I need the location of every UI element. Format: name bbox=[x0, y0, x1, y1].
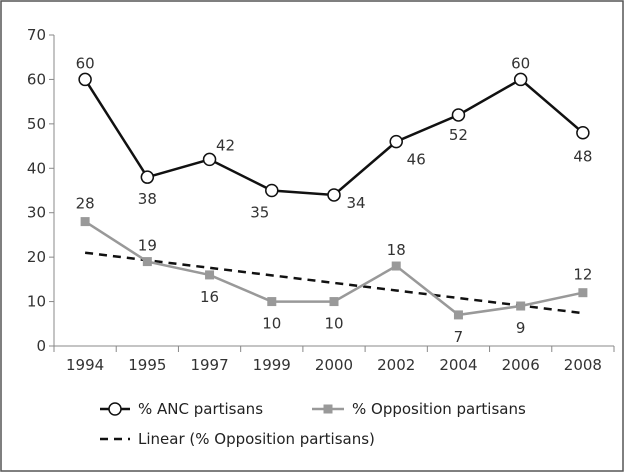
anc-data-label: 46 bbox=[407, 151, 426, 169]
anc-data-label: 60 bbox=[511, 54, 530, 72]
opposition-point bbox=[80, 217, 90, 227]
opposition-point bbox=[267, 297, 277, 307]
x-tick-label: 2004 bbox=[439, 356, 477, 374]
y-tick-label: 40 bbox=[27, 159, 46, 177]
opposition-point bbox=[205, 270, 215, 280]
anc-data-label: 38 bbox=[138, 190, 157, 208]
opposition-data-label: 28 bbox=[76, 195, 95, 213]
anc-point bbox=[327, 188, 341, 202]
opposition-point bbox=[453, 310, 463, 320]
x-tick-label: 1994 bbox=[66, 356, 104, 374]
legend-opposition-marker bbox=[323, 404, 333, 414]
opposition-data-label: 9 bbox=[516, 319, 526, 337]
x-tick-label: 1995 bbox=[128, 356, 166, 374]
x-tick-label: 1999 bbox=[253, 356, 291, 374]
opposition-data-label: 18 bbox=[387, 241, 406, 259]
anc-point bbox=[265, 183, 279, 198]
opposition-data-label: 10 bbox=[324, 315, 343, 333]
anc-point bbox=[451, 108, 466, 122]
anc-point bbox=[202, 152, 217, 167]
opposition-data-label: 16 bbox=[200, 288, 219, 306]
opposition-point bbox=[391, 261, 401, 271]
legend: % ANC partisans % Opposition partisans Lin… bbox=[100, 400, 526, 448]
x-tick-label: 1997 bbox=[190, 356, 228, 374]
opposition-data-label: 19 bbox=[138, 237, 157, 255]
anc-point bbox=[389, 134, 403, 149]
anc-point bbox=[78, 72, 92, 87]
y-tick-label: 10 bbox=[27, 293, 46, 311]
anc-data-label: 34 bbox=[346, 194, 365, 212]
anc-data-label: 60 bbox=[76, 54, 95, 72]
opposition-data-label: 12 bbox=[573, 266, 592, 284]
y-tick-label: 50 bbox=[27, 115, 46, 133]
y-tick-label: 0 bbox=[36, 337, 46, 355]
anc-point bbox=[576, 125, 590, 140]
legend-label-opposition: % Opposition partisans bbox=[352, 400, 526, 418]
anc-data-label: 42 bbox=[216, 136, 235, 154]
x-tick-label: 2008 bbox=[564, 356, 602, 374]
anc-data-label: 35 bbox=[250, 204, 269, 222]
legend-label-trendline: Linear (% Opposition partisans) bbox=[138, 430, 375, 448]
y-tick-label: 60 bbox=[27, 70, 46, 88]
x-tick-label: 2000 bbox=[315, 356, 353, 374]
anc-data-label: 52 bbox=[449, 126, 468, 144]
anc-point bbox=[513, 72, 528, 87]
opposition-point bbox=[329, 297, 339, 307]
opposition-data-label: 7 bbox=[454, 328, 464, 346]
opposition-point bbox=[578, 288, 588, 298]
opposition-data-label: 10 bbox=[262, 315, 281, 333]
opposition-point bbox=[142, 257, 152, 267]
legend-label-anc: % ANC partisans bbox=[138, 400, 263, 418]
x-tick-label: 2002 bbox=[377, 356, 415, 374]
y-tick-label: 30 bbox=[27, 204, 46, 222]
opposition-point bbox=[516, 301, 526, 311]
x-tick-label: 2006 bbox=[502, 356, 540, 374]
y-tick-label: 70 bbox=[27, 26, 46, 44]
anc-data-label: 48 bbox=[573, 148, 592, 166]
anc-point bbox=[140, 170, 155, 184]
y-tick-label: 20 bbox=[27, 248, 46, 266]
legend-anc-marker bbox=[108, 402, 122, 416]
